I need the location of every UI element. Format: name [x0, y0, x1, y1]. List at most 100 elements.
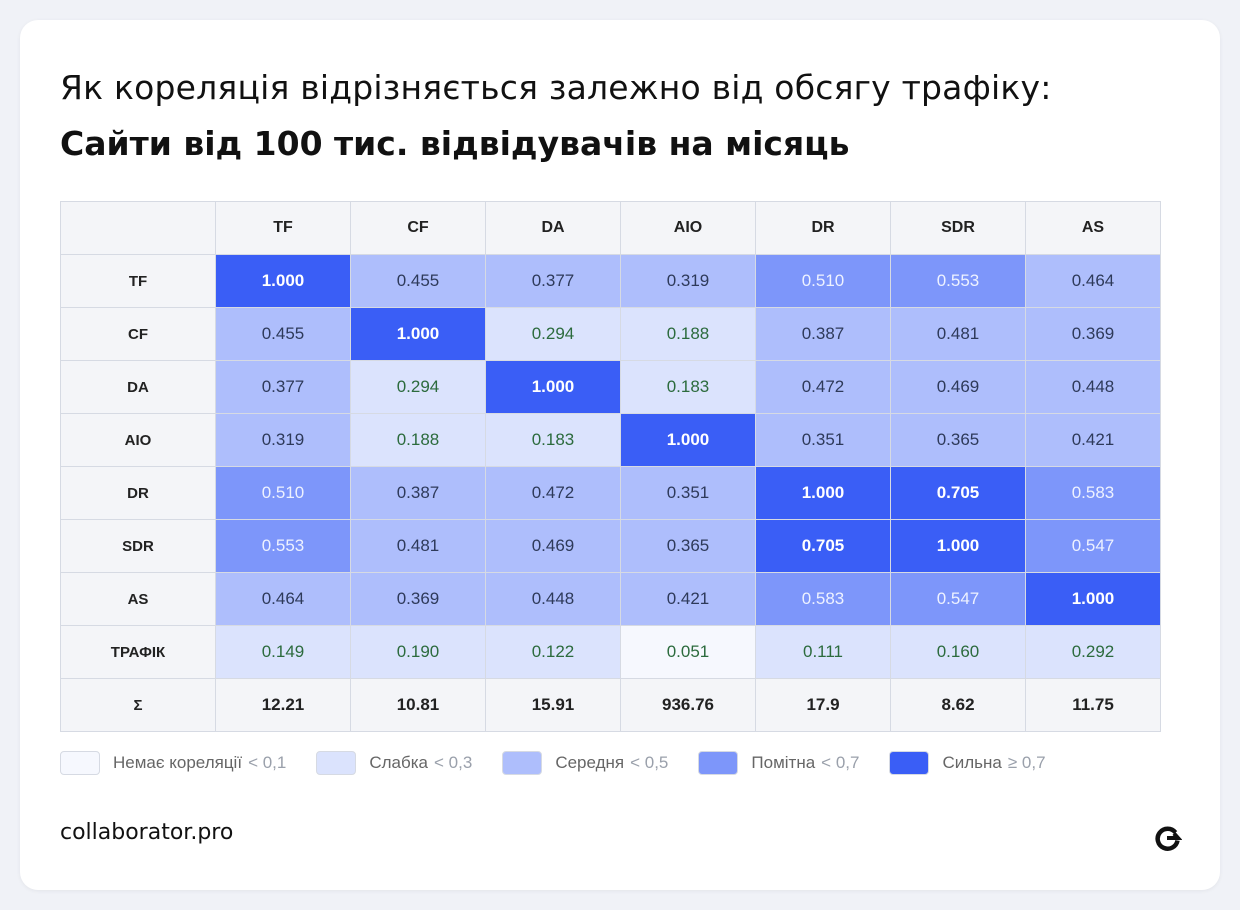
heatmap-cell: 1.000: [890, 519, 1026, 573]
heatmap-cell: 0.351: [755, 413, 891, 467]
heatmap-cell: 0.547: [890, 572, 1026, 626]
legend-threshold: < 0,1: [248, 753, 287, 772]
sum-row: Σ 12.21 10.81 15.91 936.76 17.9 8.62 11.75: [60, 678, 1161, 732]
heatmap-cell: 0.421: [620, 572, 756, 626]
heatmap-cell: 1.000: [620, 413, 756, 467]
matrix-row: DA 0.377 0.294 1.000 0.183 0.472 0.469 0.448: [60, 360, 1161, 414]
heatmap-cell: 1.000: [350, 307, 486, 361]
matrix-row: CF 0.455 1.000 0.294 0.188 0.387 0.481 0.369: [60, 307, 1161, 361]
heatmap-cell: 0.469: [485, 519, 621, 573]
matrix-row: SDR 0.553 0.481 0.469 0.365 0.705 1.000 0.547: [60, 519, 1161, 573]
heatmap-cell: 0.377: [485, 254, 621, 308]
column-header: DA: [485, 201, 621, 255]
legend-item: Сильна ≥ 0,7: [889, 751, 1046, 775]
heatmap-cell: 0.455: [215, 307, 351, 361]
heatmap-cell: 0.553: [215, 519, 351, 573]
heatmap-cell: 0.051: [620, 625, 756, 679]
brand-name: collaborator.pro: [60, 820, 234, 845]
heatmap-cell: 1.000: [485, 360, 621, 414]
heatmap-cell: 0.319: [215, 413, 351, 467]
legend-label: Помітна: [751, 753, 816, 772]
heatmap-cell: 0.319: [620, 254, 756, 308]
row-header: ТРАФІК: [60, 625, 216, 679]
legend-swatch: [502, 751, 543, 775]
column-header: DR: [755, 201, 891, 255]
heatmap-cell: 0.469: [890, 360, 1026, 414]
legend-label: Сильна: [942, 753, 1002, 772]
heatmap-cell: 0.464: [1025, 254, 1161, 308]
legend-swatch: [316, 751, 357, 775]
heatmap-cell: 0.472: [485, 466, 621, 520]
matrix-row: AIO 0.319 0.188 0.183 1.000 0.351 0.365 0.421: [60, 413, 1161, 467]
heatmap-cell: 0.387: [755, 307, 891, 361]
sum-row-header: Σ: [60, 678, 216, 732]
sum-cell: 11.75: [1025, 678, 1161, 732]
legend-label: Немає кореляції: [113, 753, 243, 772]
legend-swatch: [60, 751, 100, 775]
header-row: TF CF DA AIO DR SDR AS: [60, 201, 1161, 255]
heatmap-cell: 0.183: [485, 413, 621, 467]
heatmap-cell: 0.583: [1025, 466, 1161, 520]
heatmap-cell: 0.294: [485, 307, 621, 361]
heatmap-cell: 0.369: [350, 572, 486, 626]
heatmap-cell: 0.122: [485, 625, 621, 679]
chart-title: Як кореляція відрізняється залежно від о…: [60, 60, 1180, 172]
legend-swatch: [889, 751, 930, 775]
heatmap-cell: 0.188: [350, 413, 486, 467]
heatmap-cell: 0.481: [350, 519, 486, 573]
heatmap-cell: 0.190: [350, 625, 486, 679]
matrix-row: DR 0.510 0.387 0.472 0.351 1.000 0.705 0.583: [60, 466, 1161, 520]
sum-cell: 12.21: [215, 678, 351, 732]
collaborator-logo-icon: [1155, 826, 1182, 851]
heatmap-cell: 0.160: [890, 625, 1026, 679]
heatmap-cell: 0.448: [1025, 360, 1161, 414]
legend-label: Середня: [555, 753, 625, 772]
sum-cell: 10.81: [350, 678, 486, 732]
heatmap-cell: 0.455: [350, 254, 486, 308]
column-header: AIO: [620, 201, 756, 255]
legend-threshold: < 0,5: [630, 753, 669, 772]
column-header: TF: [215, 201, 351, 255]
heatmap-cell: 0.369: [1025, 307, 1161, 361]
sum-cell: 15.91: [485, 678, 621, 732]
heatmap-cell: 0.421: [1025, 413, 1161, 467]
heatmap-cell: 0.111: [755, 625, 891, 679]
heatmap-cell: 0.365: [620, 519, 756, 573]
column-header: AS: [1025, 201, 1161, 255]
matrix-row: AS 0.464 0.369 0.448 0.421 0.583 0.547 1.000: [60, 572, 1161, 626]
row-header: SDR: [60, 519, 216, 573]
legend-threshold: ≥ 0,7: [1007, 753, 1046, 772]
heatmap-cell: 0.705: [755, 519, 891, 573]
row-header: DA: [60, 360, 216, 414]
heatmap-cell: 0.377: [215, 360, 351, 414]
heatmap-cell: 0.481: [890, 307, 1026, 361]
row-header: CF: [60, 307, 216, 361]
matrix-row: TF 1.000 0.455 0.377 0.319 0.510 0.553 0.464: [60, 254, 1161, 308]
heatmap-cell: 0.387: [350, 466, 486, 520]
heatmap-cell: 0.292: [1025, 625, 1161, 679]
heatmap-cell: 0.547: [1025, 519, 1161, 573]
correlation-matrix: TF CF DA AIO DR SDR AS TF 1.000 0.455 0.377 0.319 0…: [60, 201, 1161, 732]
matrix-row: ТРАФІК 0.149 0.190 0.122 0.051 0.111 0.160 0.29…: [60, 625, 1161, 679]
row-header: AIO: [60, 413, 216, 467]
legend-item: Помітна < 0,7: [698, 751, 859, 775]
matrix-body: TF 1.000 0.455 0.377 0.319 0.510 0.553 0.464 CF 0…: [60, 254, 1161, 732]
column-header: SDR: [890, 201, 1026, 255]
heatmap-cell: 0.183: [620, 360, 756, 414]
heatmap-cell: 0.188: [620, 307, 756, 361]
legend-label: Слабка: [369, 753, 429, 772]
heatmap-cell: 1.000: [215, 254, 351, 308]
heatmap-cell: 0.448: [485, 572, 621, 626]
heatmap-cell: 0.583: [755, 572, 891, 626]
column-header: CF: [350, 201, 486, 255]
legend: Немає кореляції < 0,1 Слабка < 0,3 Середня < …: [60, 749, 1076, 777]
heatmap-cell: 1.000: [755, 466, 891, 520]
heatmap-cell: 0.510: [215, 466, 351, 520]
legend-threshold: < 0,7: [821, 753, 860, 772]
title-line-1: Як кореляція відрізняється залежно від о…: [60, 68, 1052, 107]
sum-cell: 8.62: [890, 678, 1026, 732]
heatmap-cell: 0.553: [890, 254, 1026, 308]
legend-item: Слабка < 0,3: [316, 751, 472, 775]
sum-cell: 17.9: [755, 678, 891, 732]
legend-threshold: < 0,3: [434, 753, 473, 772]
